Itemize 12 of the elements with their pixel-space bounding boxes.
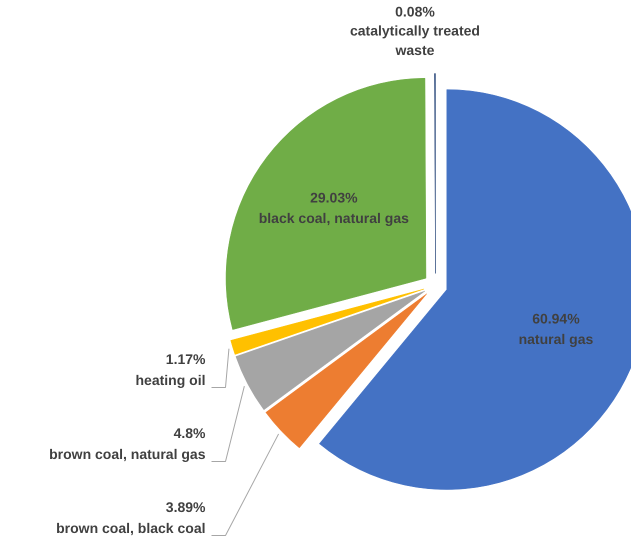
slice-label: natural gas <box>518 331 594 348</box>
slice-label: catalytically treated waste <box>350 22 480 58</box>
slice-label: heating oil <box>136 372 206 388</box>
data-label: 4.8% <box>174 425 206 442</box>
data-label: 0.08% <box>395 4 436 20</box>
slice-label: black coal, natural gas <box>258 210 410 226</box>
data-label: 29.03% <box>310 189 358 206</box>
data-label: 1.17% <box>166 351 206 368</box>
data-label: 60.94% <box>532 310 580 326</box>
slice-label: brown coal, black coal <box>56 520 206 536</box>
slice-label: brown coal, natural gas <box>49 446 206 462</box>
data-label: 3.89% <box>166 499 206 516</box>
